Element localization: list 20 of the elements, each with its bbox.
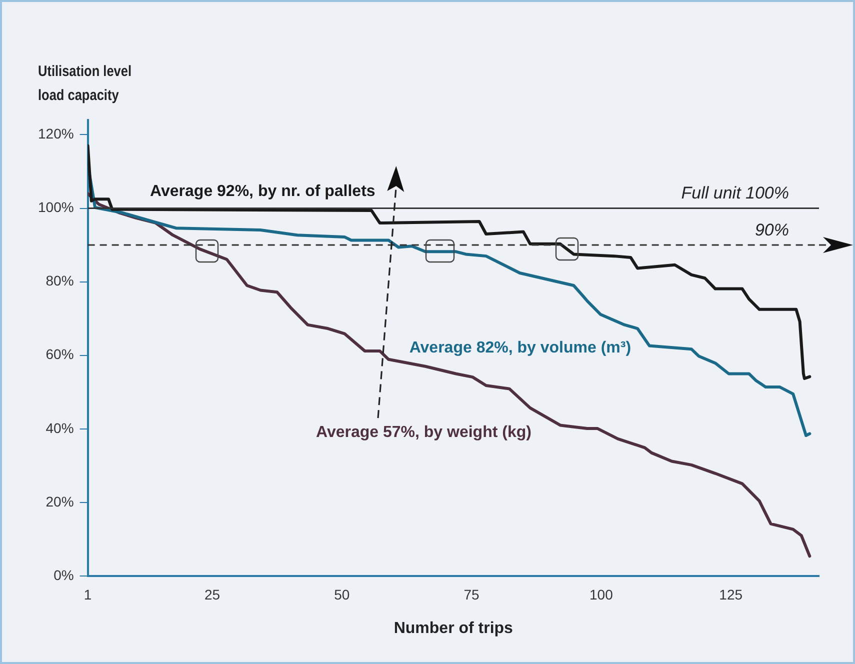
series-label: Average 57%, by weight (kg) (316, 424, 532, 441)
ref-line-label: 90% (754, 220, 789, 240)
y-tick-label: 40% (46, 420, 74, 436)
x-tick-label: 125 (719, 586, 743, 602)
y-axis-title: Utilisation level load capacity (38, 62, 132, 106)
y-tick-label: 120% (38, 126, 74, 142)
series-label: Average 92%, by nr. of pallets (150, 183, 376, 200)
x-tick-label: 1 (84, 586, 92, 602)
ref-line-label: Full unit 100% (681, 183, 789, 202)
x-axis-title: Number of trips (394, 620, 514, 637)
series-label: Average 82%, by volume (m³) (409, 339, 632, 356)
y-tick-label: 60% (46, 346, 74, 362)
y-tick-label: 20% (46, 493, 74, 510)
y-tick-label: 100% (38, 199, 74, 216)
x-tick-label: 25 (204, 586, 220, 602)
y-tick-label: 80% (46, 272, 74, 289)
x-tick-label: 75 (464, 586, 480, 602)
y-tick-label: 0% (54, 566, 74, 583)
x-tick-label: 50 (334, 586, 350, 602)
x-tick-label: 100 (590, 586, 614, 602)
